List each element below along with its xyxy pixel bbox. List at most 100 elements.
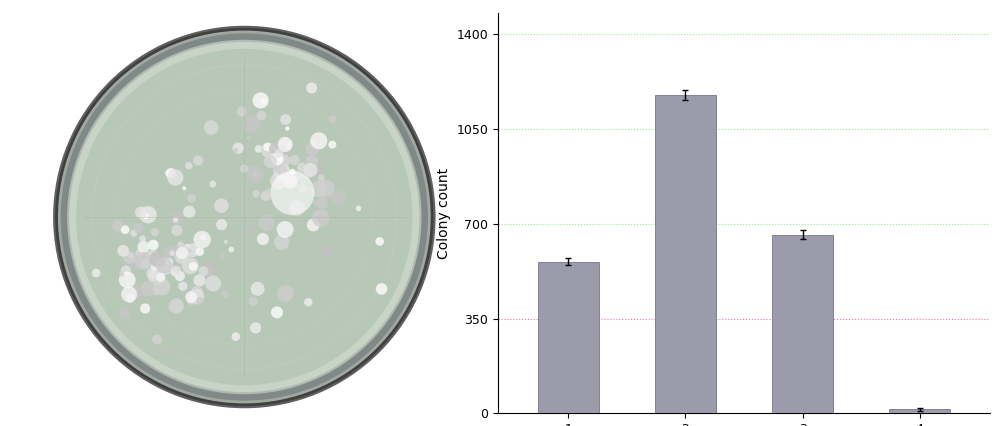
Circle shape xyxy=(134,252,152,270)
Circle shape xyxy=(272,146,288,162)
Circle shape xyxy=(166,258,173,265)
Circle shape xyxy=(248,226,254,233)
Circle shape xyxy=(187,248,192,253)
Circle shape xyxy=(297,163,307,172)
Circle shape xyxy=(311,141,316,146)
Circle shape xyxy=(135,207,147,219)
Circle shape xyxy=(233,148,238,153)
Circle shape xyxy=(152,334,162,344)
Circle shape xyxy=(214,199,229,213)
Circle shape xyxy=(312,209,329,227)
Circle shape xyxy=(179,245,192,259)
Circle shape xyxy=(166,168,176,178)
Circle shape xyxy=(270,153,276,159)
Circle shape xyxy=(250,322,261,334)
Circle shape xyxy=(271,153,284,165)
Circle shape xyxy=(121,286,137,302)
Circle shape xyxy=(156,258,173,275)
Circle shape xyxy=(224,240,228,244)
Circle shape xyxy=(240,164,248,173)
Circle shape xyxy=(163,245,180,261)
Circle shape xyxy=(141,281,157,296)
Circle shape xyxy=(305,155,318,168)
Circle shape xyxy=(277,165,287,175)
Circle shape xyxy=(232,332,240,341)
Circle shape xyxy=(257,233,269,245)
Circle shape xyxy=(246,136,251,141)
Circle shape xyxy=(193,155,203,166)
Circle shape xyxy=(175,271,185,281)
Circle shape xyxy=(135,249,144,257)
Circle shape xyxy=(119,271,124,277)
Circle shape xyxy=(270,173,287,190)
Circle shape xyxy=(273,163,290,180)
Circle shape xyxy=(264,155,277,168)
Circle shape xyxy=(171,268,179,276)
Circle shape xyxy=(311,181,328,197)
Circle shape xyxy=(278,137,293,152)
Circle shape xyxy=(273,147,277,151)
Circle shape xyxy=(177,242,184,248)
Circle shape xyxy=(172,265,181,274)
Circle shape xyxy=(261,98,267,104)
Circle shape xyxy=(183,206,195,218)
Circle shape xyxy=(376,283,387,295)
Circle shape xyxy=(178,282,187,291)
Circle shape xyxy=(153,278,170,295)
Circle shape xyxy=(184,244,190,250)
Circle shape xyxy=(146,268,157,279)
Circle shape xyxy=(121,265,131,276)
Circle shape xyxy=(280,114,291,125)
Circle shape xyxy=(128,253,134,259)
Circle shape xyxy=(189,289,204,304)
Circle shape xyxy=(237,106,247,116)
Circle shape xyxy=(112,220,124,232)
Bar xyxy=(889,409,950,413)
Circle shape xyxy=(187,297,195,305)
Circle shape xyxy=(196,297,204,305)
Circle shape xyxy=(187,299,192,304)
Circle shape xyxy=(220,254,225,259)
Circle shape xyxy=(191,286,203,298)
Circle shape xyxy=(269,155,283,170)
Circle shape xyxy=(301,168,312,179)
Bar xyxy=(538,262,599,413)
Circle shape xyxy=(200,235,206,240)
Circle shape xyxy=(189,262,198,271)
Circle shape xyxy=(160,256,168,264)
Circle shape xyxy=(320,245,333,258)
Circle shape xyxy=(311,161,324,175)
Circle shape xyxy=(318,180,335,197)
Circle shape xyxy=(141,259,150,268)
Circle shape xyxy=(289,155,300,165)
Circle shape xyxy=(328,141,336,149)
Circle shape xyxy=(306,142,319,155)
Circle shape xyxy=(148,240,159,250)
Circle shape xyxy=(123,251,136,264)
Circle shape xyxy=(265,188,271,194)
Circle shape xyxy=(279,137,289,147)
Circle shape xyxy=(76,49,413,385)
Circle shape xyxy=(201,265,213,277)
Circle shape xyxy=(210,181,216,187)
Bar xyxy=(772,235,833,413)
Circle shape xyxy=(232,143,244,154)
Circle shape xyxy=(271,306,283,318)
Circle shape xyxy=(130,285,143,299)
Circle shape xyxy=(185,291,197,303)
Circle shape xyxy=(199,266,208,276)
Circle shape xyxy=(130,230,137,236)
Circle shape xyxy=(176,247,188,259)
Circle shape xyxy=(274,234,289,250)
Circle shape xyxy=(222,291,229,298)
Circle shape xyxy=(165,170,171,176)
Circle shape xyxy=(169,299,184,314)
Circle shape xyxy=(253,92,269,109)
Circle shape xyxy=(283,175,297,189)
Circle shape xyxy=(146,250,161,265)
Circle shape xyxy=(129,257,141,269)
Circle shape xyxy=(261,191,271,201)
Circle shape xyxy=(375,237,384,246)
Circle shape xyxy=(205,276,221,291)
Circle shape xyxy=(273,166,280,173)
